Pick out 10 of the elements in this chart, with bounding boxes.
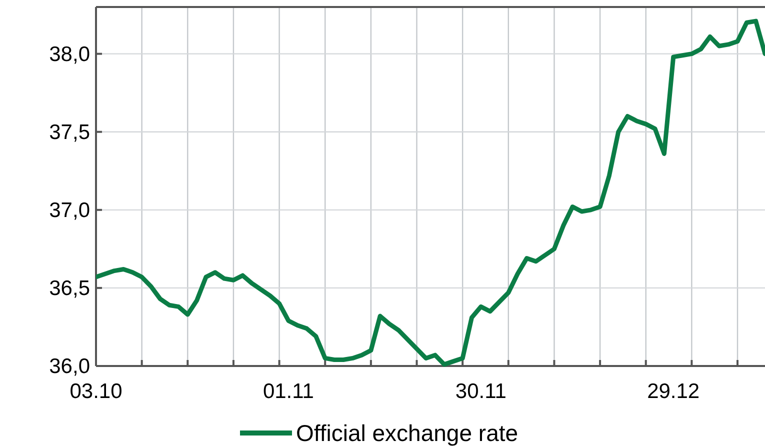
x-tick-label: 30.11	[455, 380, 506, 403]
y-tick-label: 36,5	[49, 276, 90, 300]
x-tick-label: 03.10	[70, 380, 122, 403]
legend-label: Official exchange rate	[296, 420, 518, 446]
y-tick-label: 37,0	[49, 198, 90, 222]
x-tick-label: 01.11	[262, 380, 314, 403]
y-tick-label: 38,0	[49, 42, 90, 66]
y-tick-label: 37,5	[49, 120, 90, 144]
x-tick-label: 29.12	[647, 380, 700, 403]
y-tick-label: 36,0	[49, 355, 90, 378]
